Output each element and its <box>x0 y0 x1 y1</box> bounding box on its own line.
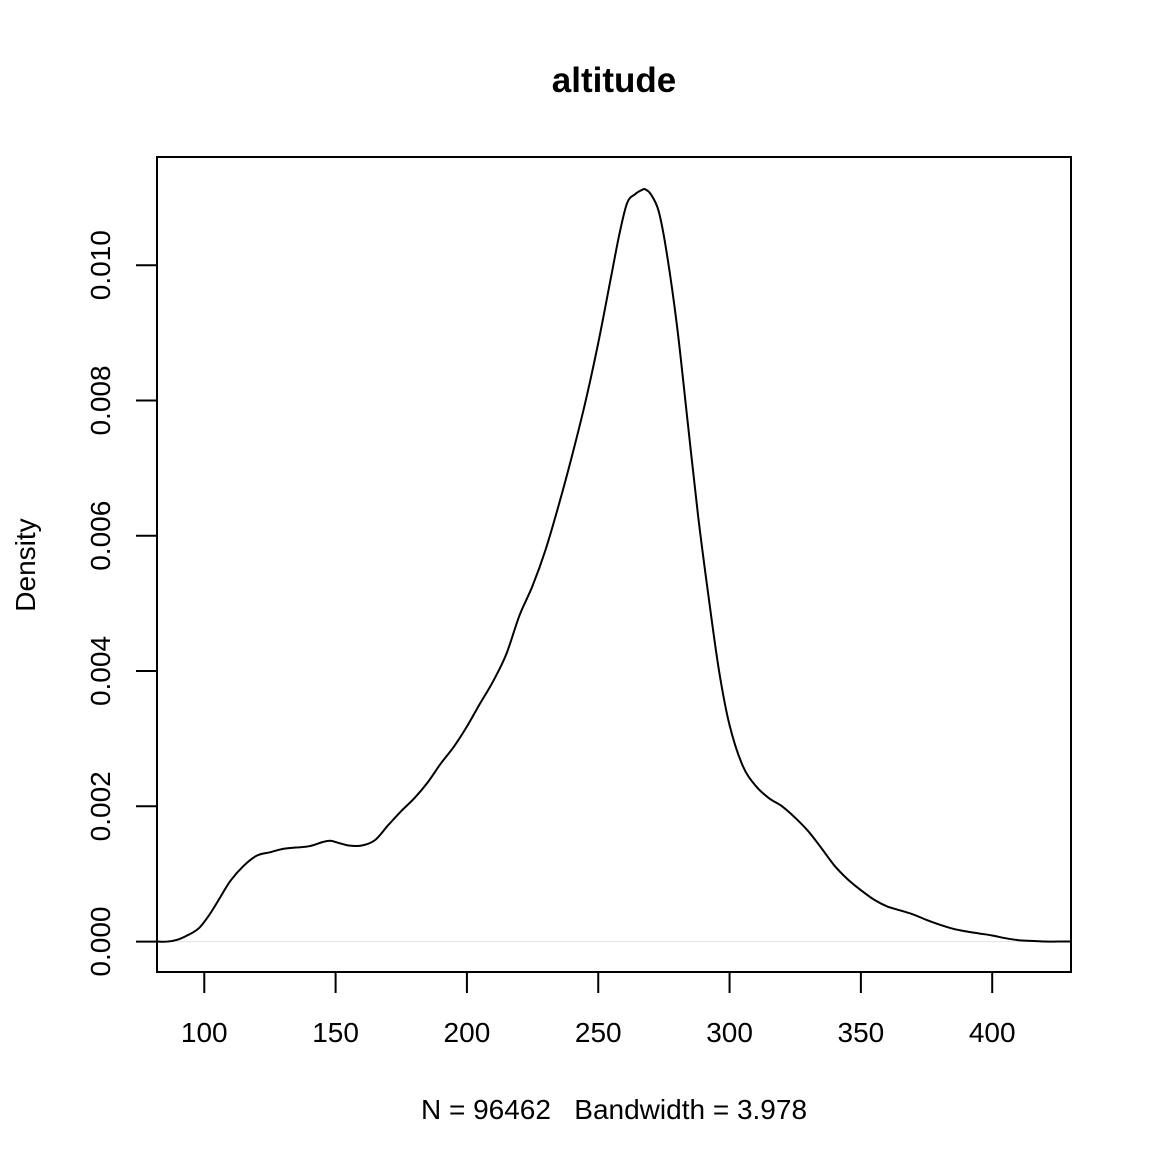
y-tick-label: 0.004 <box>85 636 116 706</box>
x-tick-label: 400 <box>969 1017 1016 1048</box>
y-tick-label: 0.008 <box>85 365 116 435</box>
y-tick-label: 0.002 <box>85 771 116 841</box>
x-tick-label: 350 <box>838 1017 885 1048</box>
x-tick-label: 150 <box>312 1017 359 1048</box>
y-tick-label: 0.006 <box>85 501 116 571</box>
x-tick-label: 300 <box>706 1017 753 1048</box>
plot-frame <box>156 156 1072 973</box>
x-tick-label: 250 <box>575 1017 622 1048</box>
y-tick-label: 0.000 <box>85 907 116 977</box>
x-tick-label: 200 <box>444 1017 491 1048</box>
x-tick-label: 100 <box>181 1017 228 1048</box>
y-tick-label: 0.010 <box>85 230 116 300</box>
y-axis: 0.000 0.002 0.004 0.006 0.008 0.010 <box>85 230 158 977</box>
chart-title: altitude <box>552 61 676 100</box>
density-line <box>156 187 1071 943</box>
y-axis-label: Density <box>10 518 41 611</box>
x-axis-label: N = 96462 Bandwidth = 3.978 <box>421 1094 807 1125</box>
x-axis: 100 150 200 250 300 350 400 <box>181 971 1016 1048</box>
